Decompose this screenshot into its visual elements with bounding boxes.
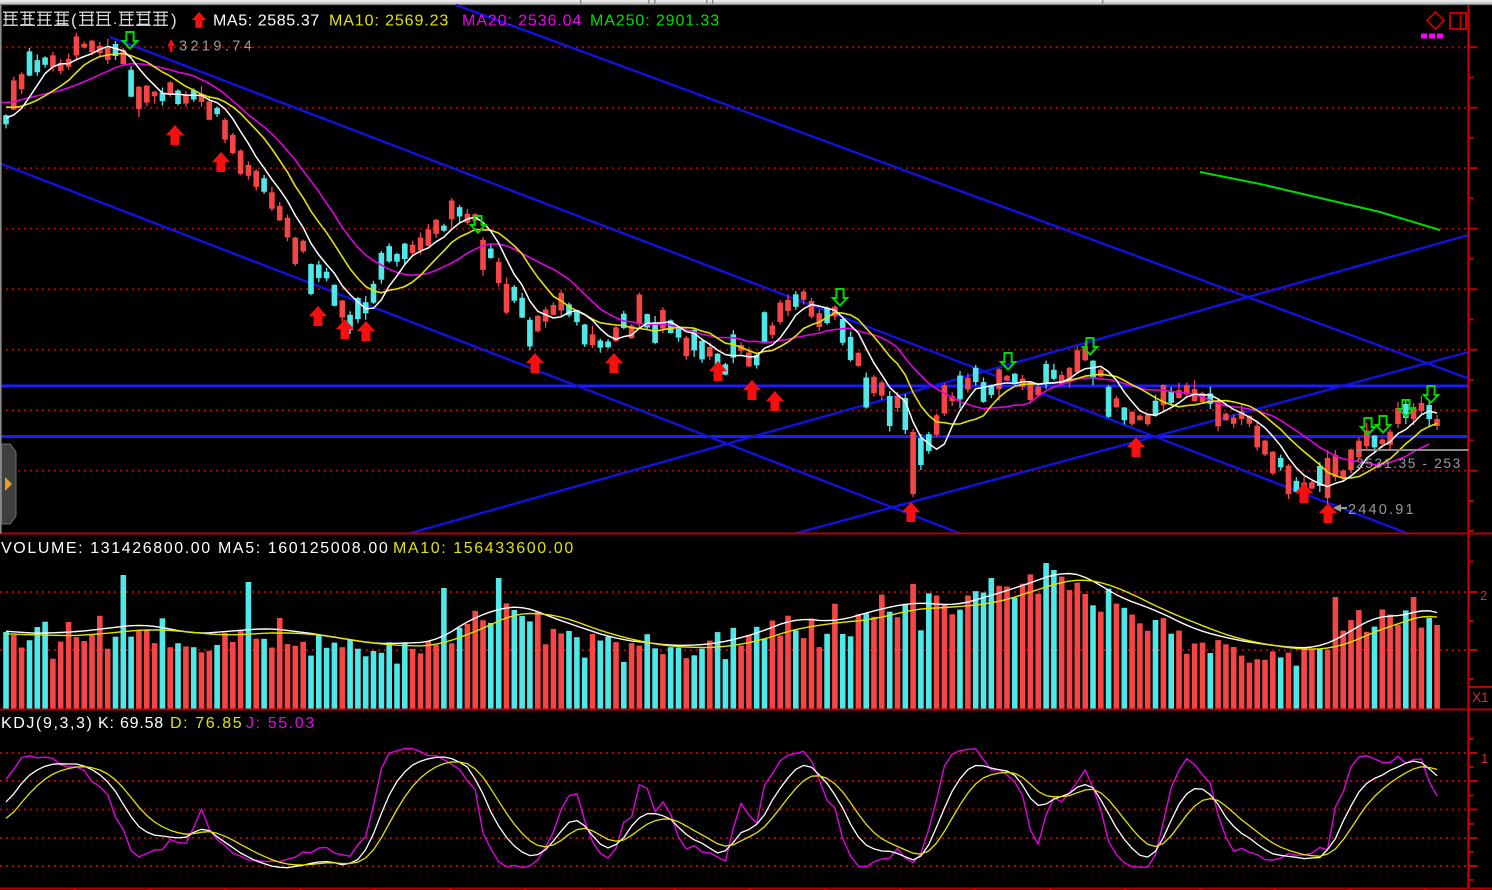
svg-text:X1: X1 bbox=[1472, 690, 1489, 705]
svg-text:2440.91: 2440.91 bbox=[1348, 502, 1416, 518]
svg-text:MA5: 2585.37: MA5: 2585.37 bbox=[213, 13, 320, 30]
svg-text:2: 2 bbox=[1480, 588, 1487, 603]
svg-text:K: 69.58: K: 69.58 bbox=[98, 715, 164, 732]
svg-text:.: . bbox=[113, 11, 117, 28]
svg-text:MA20: 2536.04: MA20: 2536.04 bbox=[462, 13, 582, 30]
svg-text:MA5: 160125008.00: MA5: 160125008.00 bbox=[218, 540, 389, 557]
svg-text:KDJ(9,3,3): KDJ(9,3,3) bbox=[1, 715, 93, 732]
svg-text:MA10: 2569.23: MA10: 2569.23 bbox=[329, 13, 449, 30]
svg-text:): ) bbox=[171, 11, 177, 30]
svg-text:2531.35 - 253: 2531.35 - 253 bbox=[1356, 456, 1462, 471]
svg-text:VOLUME: 131426800.00: VOLUME: 131426800.00 bbox=[1, 540, 212, 557]
svg-text:MA250: 2901.33: MA250: 2901.33 bbox=[590, 13, 720, 30]
svg-text:J: 55.03: J: 55.03 bbox=[246, 715, 316, 732]
svg-text:1: 1 bbox=[1481, 751, 1488, 766]
svg-text:MA10: 156433600.00: MA10: 156433600.00 bbox=[393, 540, 575, 557]
svg-text:(: ( bbox=[71, 11, 77, 30]
svg-text:3219.74: 3219.74 bbox=[179, 39, 255, 55]
svg-text:D: 76.85: D: 76.85 bbox=[170, 715, 243, 732]
